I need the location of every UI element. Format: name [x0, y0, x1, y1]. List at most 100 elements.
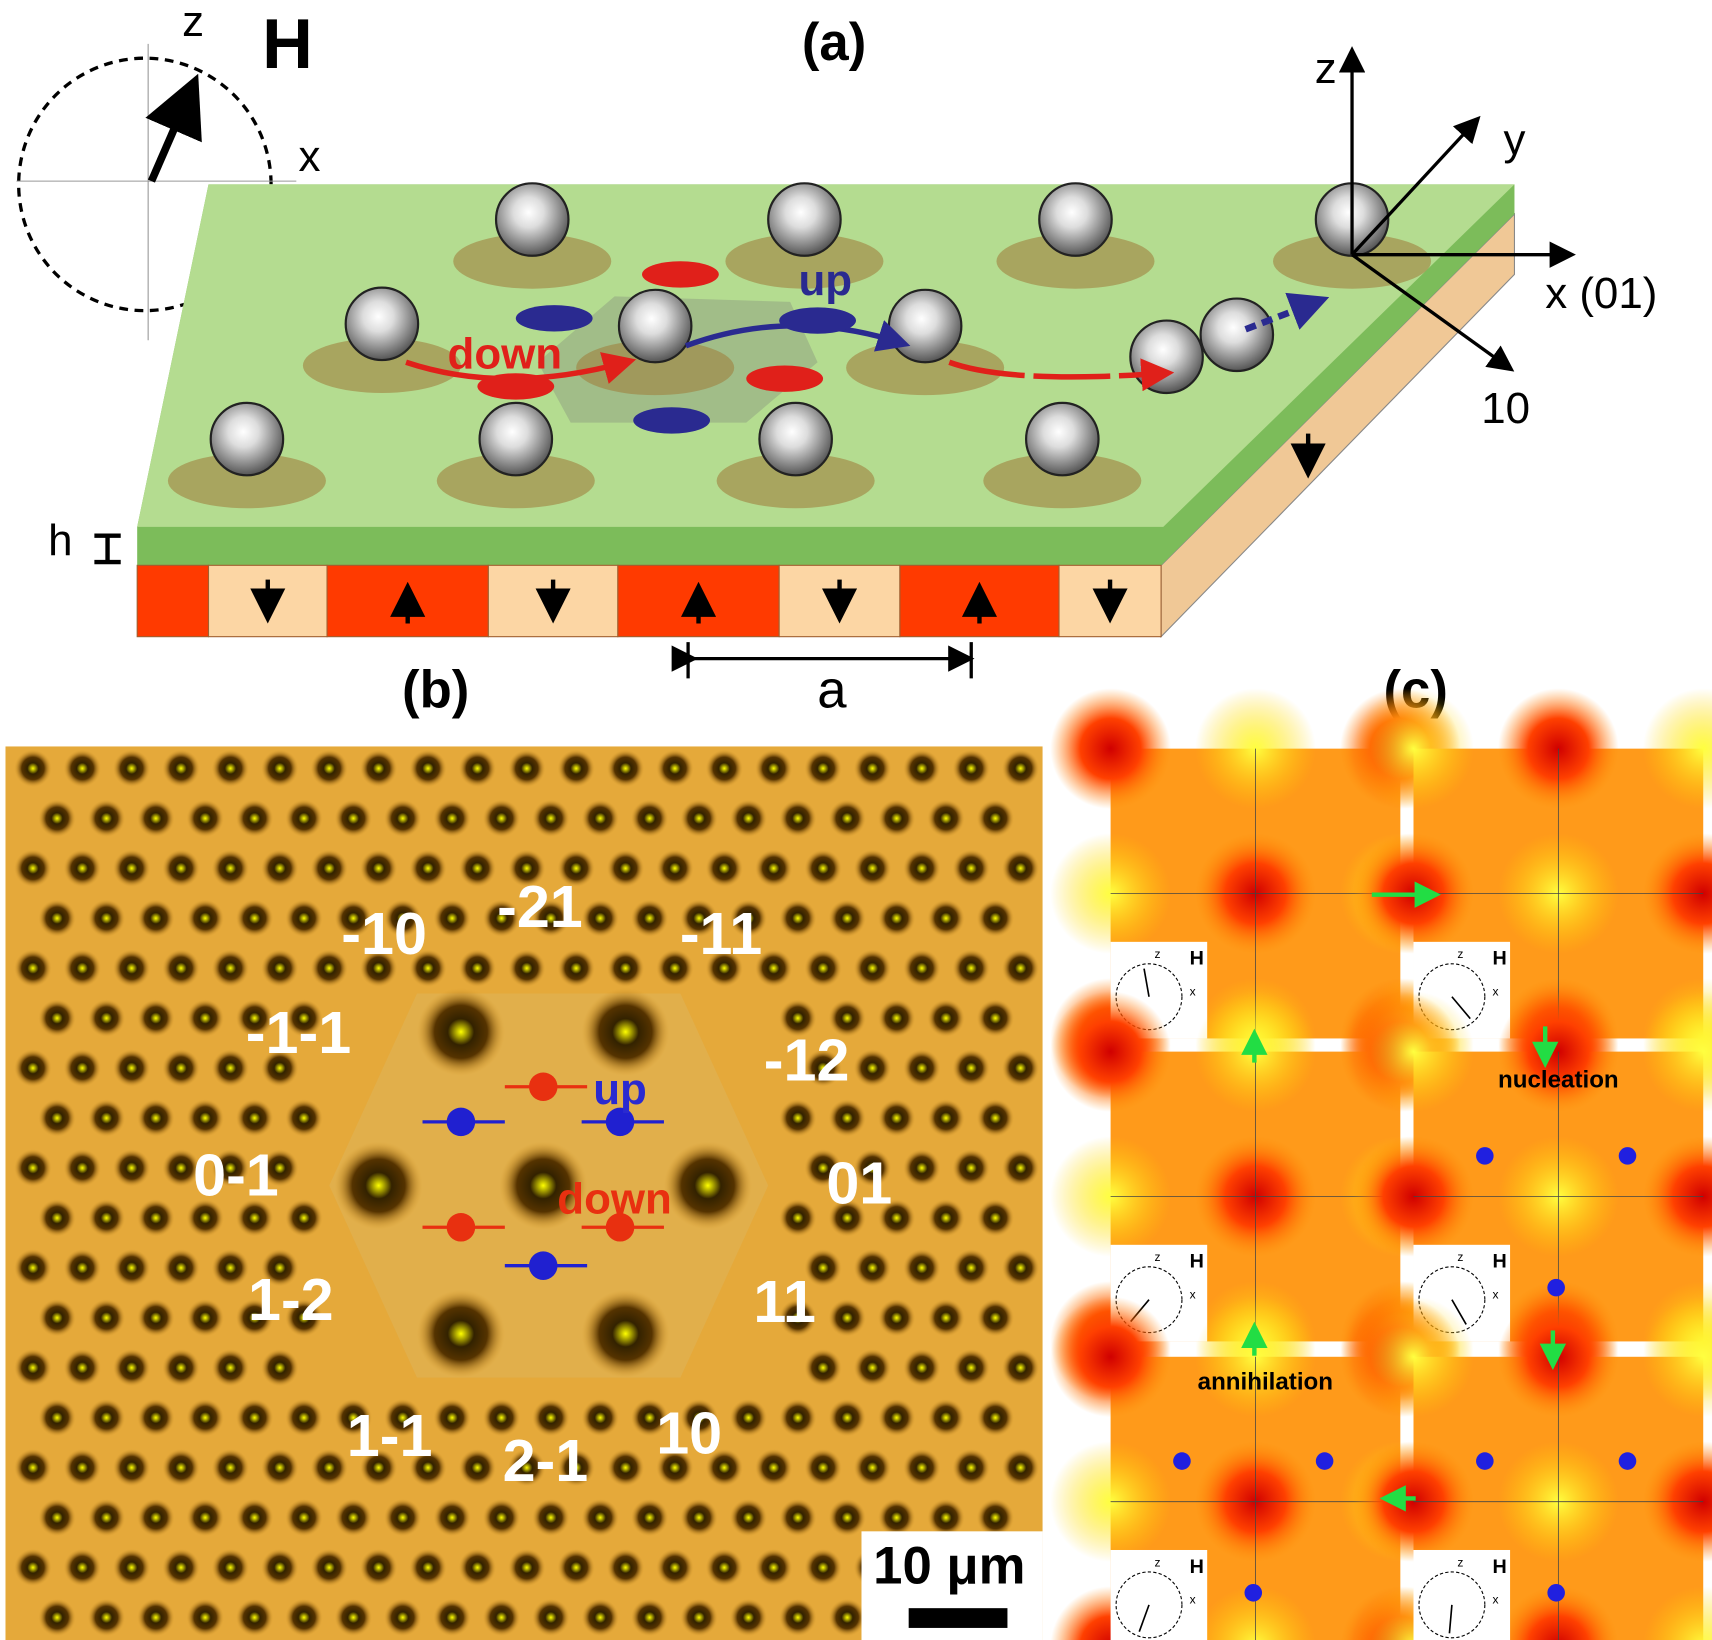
particle: [952, 1149, 990, 1187]
charge: [528, 1251, 558, 1280]
particle: [458, 1448, 497, 1487]
particle: [113, 1149, 151, 1187]
particle: [211, 1049, 250, 1087]
shadow: [167, 453, 326, 509]
particle: [680, 1498, 718, 1537]
particle: [532, 899, 570, 937]
inset-arrow: [1143, 968, 1150, 997]
particle: [508, 949, 546, 987]
particle: [804, 849, 842, 887]
particle: [1129, 319, 1204, 395]
particle: [976, 1399, 1015, 1437]
particle: [508, 749, 546, 788]
particle: [211, 1149, 250, 1187]
shadow: [846, 340, 1005, 396]
particle: [606, 849, 645, 887]
particle: [532, 1498, 570, 1537]
particle: [606, 949, 645, 987]
particle: [285, 1199, 323, 1237]
particle: [927, 1299, 965, 1337]
particle: [162, 749, 200, 788]
shadow: [1273, 233, 1432, 289]
particle: [631, 899, 669, 937]
particle: [779, 1598, 817, 1637]
label: down: [557, 1175, 672, 1224]
particle: [828, 999, 866, 1037]
particle: [755, 749, 793, 788]
particle: [162, 1049, 200, 1087]
particle: [729, 899, 768, 937]
particle: [656, 1448, 694, 1487]
particle: [433, 799, 471, 838]
path: [1244, 292, 1330, 333]
particle: [113, 1349, 151, 1387]
particle: [952, 1448, 990, 1487]
particle: [927, 1399, 965, 1437]
shadow: [725, 233, 884, 289]
panel-label: (a): [802, 13, 866, 72]
particle: [927, 799, 965, 838]
particle: [903, 1249, 941, 1287]
inset: [1413, 1549, 1511, 1640]
axis: [1350, 115, 1481, 256]
particle: [631, 1598, 669, 1637]
particle: [38, 799, 76, 838]
particle: [729, 1498, 768, 1537]
hotspot: [1050, 1296, 1171, 1418]
particle: [63, 949, 101, 987]
label: H: [1190, 1556, 1204, 1578]
label: x: [1190, 985, 1196, 999]
direction-label: -11: [680, 900, 762, 967]
particle: [285, 899, 323, 937]
particle: [186, 1399, 224, 1437]
path: [948, 358, 1175, 392]
particle: [38, 1399, 76, 1437]
particle: [680, 799, 718, 838]
particle: [137, 1598, 175, 1637]
inset-arrow: [1451, 996, 1471, 1020]
particle: [877, 1498, 916, 1537]
particle: [285, 1099, 323, 1137]
hotspot: [1643, 1586, 1712, 1640]
particle: [209, 401, 285, 477]
particle: [828, 1399, 866, 1437]
hotspot: [1353, 991, 1474, 1112]
particle: [63, 1349, 101, 1387]
particle: [532, 1399, 570, 1437]
particle: [14, 1249, 52, 1287]
particle: [804, 1349, 842, 1387]
particle: [285, 1498, 323, 1537]
particle: [804, 949, 842, 987]
particle: [14, 849, 52, 887]
particle: [235, 1598, 274, 1637]
particle: [433, 1598, 471, 1637]
particle: [87, 1199, 126, 1237]
particle: [705, 1448, 743, 1487]
particle: [877, 1399, 916, 1437]
particle: [581, 899, 619, 937]
particle: [384, 1598, 422, 1637]
particle: [804, 1049, 842, 1087]
label: x (01): [1545, 269, 1657, 318]
particle: [211, 1448, 250, 1487]
shadow: [436, 453, 595, 509]
particle: [310, 1548, 348, 1587]
particle: [482, 1598, 521, 1637]
particle: [417, 1289, 505, 1378]
particle: [63, 749, 101, 788]
particle: [631, 1399, 669, 1437]
particle: [261, 1548, 299, 1587]
panel-a: z x H (a) up down z y x (01) 10 h a: [16, 0, 1657, 720]
particle: [285, 999, 323, 1037]
particle: [828, 899, 866, 937]
particle: [828, 1598, 866, 1637]
shadow: [983, 453, 1142, 509]
particle: [261, 1448, 299, 1487]
particle: [458, 749, 497, 788]
particle: [137, 1199, 175, 1237]
particle: [261, 1149, 299, 1187]
particle: [828, 799, 866, 838]
particle: [705, 1548, 743, 1587]
particle: [137, 1099, 175, 1137]
